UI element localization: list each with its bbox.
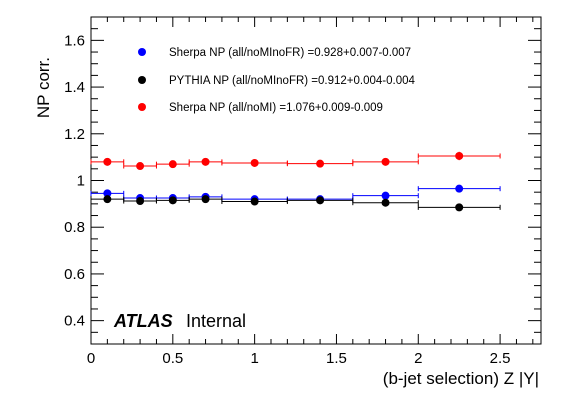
legend: Sherpa NP (all/noMInoFR) =0.928+0.007-0.… [138,47,416,114]
y-tick-label: 1.2 [64,126,85,143]
legend-marker [138,76,146,84]
legend-label: PYTHIA NP (all/noMInoFR) =0.912+0.004-0.… [169,75,416,87]
data-point [103,195,112,204]
y-tick-label: 1 [77,173,85,190]
x-tick-label: 0 [87,350,95,367]
y-tick-label: 1.6 [64,32,85,49]
data-point [168,160,177,169]
data-point [381,198,390,207]
data-point [316,196,325,205]
atlas-label: ATLAS [113,311,173,331]
x-axis-label: (b-jet selection) Z |Y| [383,369,539,388]
y-axis-label: NP corr. [34,57,53,118]
x-tick-label: 2.5 [490,350,511,367]
data-point [250,158,259,167]
data-point [201,157,210,166]
data-point [136,197,145,206]
y-tick-label: 0.4 [64,313,85,330]
y-tick-label: 0.8 [64,219,85,236]
x-tick-label: 1.5 [326,350,347,367]
data-point [381,157,390,166]
legend-label: Sherpa NP (all/noMI) =1.076+0.009-0.009 [169,102,383,114]
data-point [455,184,464,193]
axis-ticks: 0 0.5 1 1.5 2 2.5 0.4 0.6 0.8 1 1.2 1.4 1.6 [64,16,541,367]
y-tick-label: 0.6 [64,266,85,283]
series-2 [90,151,501,171]
data-point [455,203,464,212]
legend-label: Sherpa NP (all/noMInoFR) =0.928+0.007-0.… [169,47,411,59]
x-tick-label: 2 [414,350,422,367]
plot-frame [90,16,542,345]
data-point [455,151,464,160]
data-point [103,189,112,198]
series-1 [90,195,501,212]
data-point [168,196,177,205]
legend-marker [138,103,146,111]
x-tick-label: 1 [250,350,258,367]
y-tick-label: 1.4 [64,79,85,96]
data-point [381,191,390,200]
series-layer [90,151,501,212]
data-point [316,159,325,168]
data-point [103,157,112,166]
data-point [136,162,145,171]
x-tick-label: 0.5 [162,350,183,367]
data-point [201,195,210,204]
legend-marker [138,48,146,56]
internal-label: Internal [186,311,246,331]
data-point [250,197,259,206]
